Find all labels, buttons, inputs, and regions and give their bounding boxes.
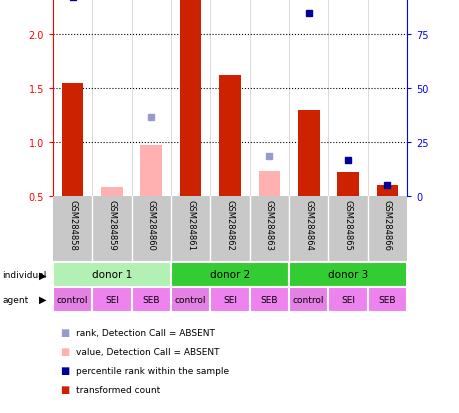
Text: value, Detection Call = ABSENT: value, Detection Call = ABSENT	[76, 347, 219, 356]
Bar	[101, 188, 123, 196]
Bar	[171, 262, 288, 287]
Bar	[131, 287, 171, 312]
Bar	[140, 146, 162, 196]
Text: GSM284864: GSM284864	[303, 199, 313, 250]
Text: ■: ■	[60, 385, 69, 394]
Bar	[297, 110, 319, 196]
Text: individual: individual	[2, 270, 46, 279]
Text: SEB: SEB	[378, 295, 395, 304]
Bar	[328, 287, 367, 312]
Text: ▶: ▶	[39, 294, 46, 304]
Text: rank, Detection Call = ABSENT: rank, Detection Call = ABSENT	[76, 328, 214, 337]
Text: control: control	[174, 295, 206, 304]
Text: ■: ■	[60, 366, 69, 375]
Bar	[210, 287, 249, 312]
Bar	[336, 173, 358, 196]
Text: control: control	[292, 295, 324, 304]
Bar	[171, 287, 210, 312]
Text: SEB: SEB	[260, 295, 278, 304]
Text: GSM284865: GSM284865	[343, 199, 352, 250]
Text: SEI: SEI	[105, 295, 119, 304]
Bar	[92, 287, 131, 312]
Bar	[258, 171, 280, 196]
Text: SEI: SEI	[340, 295, 354, 304]
Text: ■: ■	[60, 347, 69, 356]
Text: GSM284858: GSM284858	[68, 199, 77, 250]
Text: GSM284860: GSM284860	[146, 199, 156, 250]
Bar	[249, 287, 288, 312]
Text: donor 2: donor 2	[209, 270, 250, 280]
Text: GSM284859: GSM284859	[107, 199, 116, 250]
Bar	[376, 185, 397, 196]
Text: donor 1: donor 1	[92, 270, 132, 280]
Text: control: control	[57, 295, 88, 304]
Text: GSM284863: GSM284863	[264, 199, 273, 250]
Bar	[53, 262, 171, 287]
Text: donor 3: donor 3	[327, 270, 367, 280]
Bar	[288, 262, 406, 287]
Text: agent: agent	[2, 295, 28, 304]
Bar	[367, 287, 406, 312]
Text: GSM284866: GSM284866	[382, 199, 391, 250]
Bar	[62, 83, 83, 196]
Bar	[179, 0, 201, 196]
Bar	[218, 76, 241, 196]
Bar	[288, 287, 328, 312]
Text: transformed count: transformed count	[76, 385, 160, 394]
Text: SEB: SEB	[142, 295, 160, 304]
Text: ▶: ▶	[39, 270, 46, 280]
Text: SEI: SEI	[223, 295, 236, 304]
Text: ■: ■	[60, 328, 69, 337]
Text: percentile rank within the sample: percentile rank within the sample	[76, 366, 229, 375]
Text: GSM284861: GSM284861	[186, 199, 195, 250]
Bar	[53, 287, 92, 312]
Text: GSM284862: GSM284862	[225, 199, 234, 250]
